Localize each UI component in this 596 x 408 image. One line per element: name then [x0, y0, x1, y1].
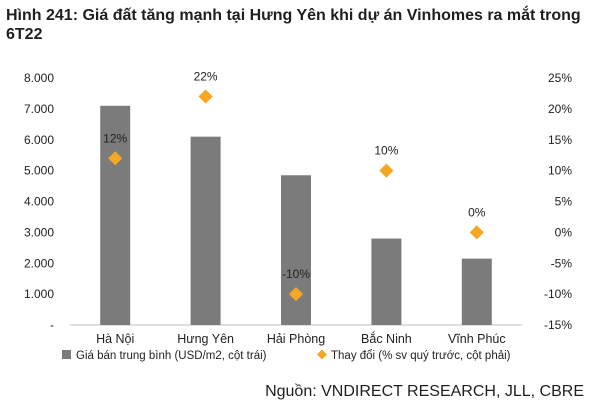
bar — [371, 238, 402, 325]
right-axis-tick-label: -15% — [544, 318, 572, 332]
change-data-label: 10% — [374, 144, 398, 158]
left-axis-tick-label: 8.000 — [24, 71, 54, 85]
right-axis-tick-label: -5% — [551, 256, 573, 270]
right-axis-tick-label: 20% — [548, 102, 572, 116]
legend-marker-label: Thay đổi (% sv quý trước, cột phải) — [331, 350, 511, 362]
left-axis-tick-label: 1.000 — [24, 287, 54, 301]
change-data-label: 22% — [194, 70, 218, 84]
source-note: Nguồn: VNDIRECT RESEARCH, JLL, CBRE — [265, 383, 584, 400]
category-label: Vĩnh Phúc — [448, 332, 506, 346]
legend-marker-swatch — [317, 349, 327, 360]
left-axis-tick-label: - — [50, 318, 54, 332]
right-axis-tick-label: -10% — [544, 287, 572, 301]
left-axis-tick-label: 7.000 — [24, 102, 54, 116]
left-axis-tick-label: 6.000 — [24, 133, 54, 147]
right-axis-tick-label: 10% — [548, 164, 572, 178]
right-axis-tick-label: 0% — [555, 225, 573, 239]
change-marker — [469, 225, 484, 240]
change-data-label: 0% — [468, 205, 486, 219]
left-axis-tick-label: 5.000 — [24, 164, 54, 178]
change-marker — [379, 163, 394, 178]
legend-bar-label: Giá bán trung bình (USD/m2, cột trái) — [76, 350, 267, 362]
category-label: Bắc Ninh — [361, 331, 412, 346]
category-label: Hải Phòng — [267, 332, 325, 346]
right-axis-tick-label: 5% — [555, 195, 573, 209]
right-axis-tick-label: 15% — [548, 133, 572, 147]
change-data-label: 12% — [103, 131, 127, 145]
bar — [281, 175, 311, 325]
bar — [461, 258, 492, 325]
left-axis-tick-label: 4.000 — [24, 195, 54, 209]
change-marker — [198, 89, 213, 104]
category-label: Hà Nội — [96, 332, 134, 346]
right-axis-tick-label: 25% — [548, 71, 572, 85]
chart-title: Hình 241: Giá đất tăng mạnh tại Hưng Yên… — [6, 7, 581, 43]
bar — [100, 105, 131, 325]
change-data-label: -10% — [282, 267, 310, 281]
change-marker — [288, 287, 304, 302]
category-label: Hưng Yên — [177, 332, 234, 346]
legend-bar-swatch — [62, 350, 71, 359]
left-axis-tick-label: 3.000 — [24, 225, 54, 239]
left-axis-tick-label: 2.000 — [24, 256, 54, 270]
bar — [190, 136, 221, 325]
